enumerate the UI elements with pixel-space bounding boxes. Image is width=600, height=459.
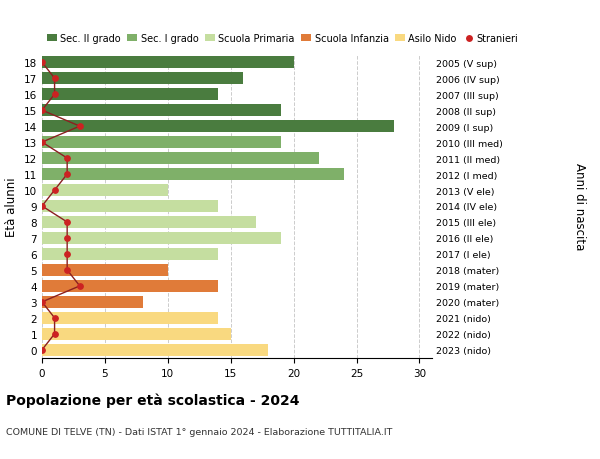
Y-axis label: Età alunni: Età alunni [5, 177, 19, 236]
Bar [42, 344, 268, 356]
Point [50, 187, 59, 194]
Bar [42, 201, 218, 213]
Legend: Sec. II grado, Sec. I grado, Scuola Primaria, Scuola Infanzia, Asilo Nido, Stran: Sec. II grado, Sec. I grado, Scuola Prim… [47, 34, 518, 44]
Bar [42, 296, 143, 308]
Point [50, 75, 59, 83]
Point [37, 347, 47, 354]
Point [62, 235, 72, 242]
Point [50, 314, 59, 322]
Bar [42, 328, 231, 340]
Bar [42, 89, 218, 101]
Bar [42, 137, 281, 149]
Bar [42, 217, 256, 229]
Point [62, 251, 72, 258]
Point [37, 139, 47, 146]
Bar [42, 264, 168, 276]
Bar [42, 73, 243, 85]
Point [62, 267, 72, 274]
Bar [42, 57, 293, 69]
Bar [42, 105, 281, 117]
Bar [42, 185, 168, 196]
Text: COMUNE DI TELVE (TN) - Dati ISTAT 1° gennaio 2024 - Elaborazione TUTTITALIA.IT: COMUNE DI TELVE (TN) - Dati ISTAT 1° gen… [6, 427, 392, 436]
Text: Popolazione per età scolastica - 2024: Popolazione per età scolastica - 2024 [6, 392, 299, 407]
Point [62, 171, 72, 179]
Bar [42, 168, 344, 181]
Point [62, 155, 72, 162]
Bar [42, 312, 218, 324]
Y-axis label: Anni di nascita: Anni di nascita [574, 163, 586, 250]
Point [75, 283, 85, 290]
Point [37, 298, 47, 306]
Point [62, 219, 72, 226]
Bar [42, 153, 319, 165]
Point [37, 107, 47, 115]
Point [50, 91, 59, 99]
Bar [42, 280, 218, 292]
Point [37, 59, 47, 67]
Point [75, 123, 85, 130]
Bar [42, 248, 218, 260]
Bar [42, 232, 281, 244]
Point [50, 330, 59, 338]
Point [37, 203, 47, 210]
Bar [42, 121, 394, 133]
